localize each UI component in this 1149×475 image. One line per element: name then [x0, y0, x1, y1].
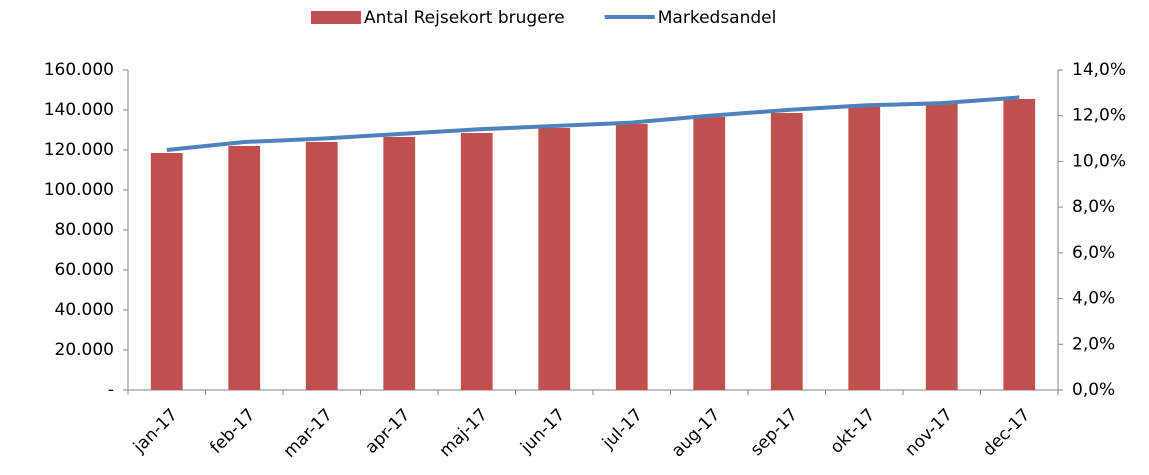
y-tick-label: -	[108, 380, 114, 400]
legend-label: Markedsandel	[658, 8, 777, 28]
bar	[460, 133, 493, 390]
x-tick-label: mar-17	[280, 405, 337, 462]
bar	[925, 104, 958, 390]
bar	[615, 124, 648, 390]
y2-tick-label: 14,0%	[1072, 60, 1126, 80]
y-tick-label: 120.000	[44, 140, 114, 160]
y-tick-label: 160.000	[44, 60, 114, 80]
x-tick-label: maj-17	[436, 405, 492, 461]
legend-swatch	[311, 11, 361, 24]
x-tick-label: feb-17	[206, 405, 259, 458]
y-tick-label: 20.000	[55, 340, 114, 360]
x-tick-label: nov-17	[901, 405, 957, 461]
bar	[848, 107, 881, 390]
bar	[693, 117, 726, 390]
y2-tick-label: 6,0%	[1072, 243, 1115, 263]
bar	[383, 137, 416, 390]
bar	[1003, 99, 1036, 390]
x-tick-label: apr-17	[361, 405, 414, 458]
y2-tick-label: 8,0%	[1072, 197, 1115, 217]
y-tick-label: 80.000	[55, 220, 114, 240]
y-tick-label: 60.000	[55, 260, 114, 280]
x-tick-label: dec-17	[979, 405, 1034, 460]
x-tick-label: jan-17	[129, 405, 182, 458]
y-tick-label: 100.000	[44, 180, 114, 200]
x-tick-label: okt-17	[827, 405, 880, 458]
line	[166, 95, 1020, 152]
bar	[150, 153, 183, 390]
x-tick-label: sep-17	[747, 405, 802, 460]
y2-tick-label: 10,0%	[1072, 151, 1126, 171]
bar	[305, 142, 338, 390]
y2-tick-label: 4,0%	[1072, 289, 1115, 309]
y2-tick-label: 12,0%	[1072, 106, 1126, 126]
y-tick-label: 140.000	[44, 100, 114, 120]
x-tick-label: jul-17	[598, 405, 647, 454]
y2-tick-label: 0,0%	[1072, 380, 1115, 400]
bar	[228, 146, 261, 390]
bar	[770, 113, 803, 390]
bar	[538, 128, 571, 390]
x-tick-label: aug-17	[668, 405, 724, 461]
y-tick-label: 40.000	[55, 300, 114, 320]
legend-label: Antal Rejsekort brugere	[364, 8, 565, 28]
y2-tick-label: 2,0%	[1072, 334, 1115, 354]
x-tick-label: jun-17	[516, 405, 569, 458]
